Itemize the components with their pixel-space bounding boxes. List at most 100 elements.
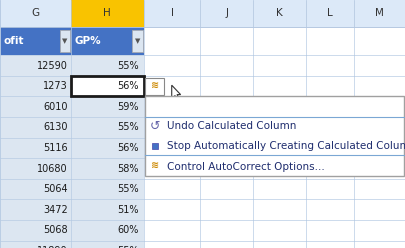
Text: ▼: ▼ xyxy=(135,38,140,44)
Text: 55%: 55% xyxy=(117,122,139,132)
Bar xyxy=(200,55,253,76)
Bar xyxy=(354,55,405,76)
Bar xyxy=(253,117,306,138)
Bar xyxy=(306,179,354,199)
Bar xyxy=(144,220,200,241)
Bar xyxy=(71,138,144,158)
Bar xyxy=(200,117,253,138)
Text: K: K xyxy=(276,8,283,18)
Bar xyxy=(144,0,200,27)
Bar xyxy=(0,96,71,117)
Bar xyxy=(71,179,144,199)
Bar xyxy=(354,220,405,241)
Text: 11890: 11890 xyxy=(37,246,68,248)
Bar xyxy=(0,0,71,27)
Bar xyxy=(306,117,354,138)
Bar xyxy=(200,76,253,96)
Bar xyxy=(0,117,71,138)
Bar xyxy=(0,27,71,55)
Text: ↺: ↺ xyxy=(150,120,160,133)
Bar xyxy=(144,76,200,96)
Text: 55%: 55% xyxy=(117,246,139,248)
Text: ≋: ≋ xyxy=(151,161,159,171)
Bar xyxy=(71,96,144,117)
Bar xyxy=(144,199,200,220)
Bar xyxy=(144,55,200,76)
Bar xyxy=(354,96,405,117)
Bar xyxy=(144,158,200,179)
Bar xyxy=(0,76,71,96)
Bar xyxy=(253,27,306,55)
Bar xyxy=(306,241,354,248)
Bar xyxy=(354,241,405,248)
Bar xyxy=(71,0,144,27)
Bar xyxy=(71,76,144,96)
Text: Stop Automatically Creating Calculated Columns: Stop Automatically Creating Calculated C… xyxy=(167,141,405,151)
Bar xyxy=(306,138,354,158)
Text: 3472: 3472 xyxy=(43,205,68,215)
Bar xyxy=(144,117,200,138)
Bar xyxy=(144,96,200,117)
Bar xyxy=(152,143,158,149)
Bar xyxy=(306,199,354,220)
Bar xyxy=(354,117,405,138)
Bar xyxy=(354,138,405,158)
Bar xyxy=(200,96,253,117)
Bar xyxy=(71,27,144,55)
Text: ofit: ofit xyxy=(3,36,24,46)
Bar xyxy=(306,158,354,179)
Text: 58%: 58% xyxy=(117,163,139,174)
Bar xyxy=(0,241,71,248)
Bar xyxy=(200,138,253,158)
Text: G: G xyxy=(31,8,40,18)
Bar xyxy=(71,76,144,96)
Bar xyxy=(354,27,405,55)
Bar xyxy=(0,158,71,179)
Bar xyxy=(145,96,404,176)
Text: H: H xyxy=(103,8,111,18)
Bar xyxy=(200,27,253,55)
Bar xyxy=(354,179,405,199)
Text: J: J xyxy=(225,8,228,18)
Bar xyxy=(253,179,306,199)
Bar xyxy=(200,158,253,179)
Polygon shape xyxy=(172,85,181,99)
Bar xyxy=(354,199,405,220)
Text: 12590: 12590 xyxy=(37,61,68,71)
Text: I: I xyxy=(171,8,174,18)
Text: 56%: 56% xyxy=(117,81,139,91)
Bar xyxy=(354,158,405,179)
Text: L: L xyxy=(327,8,333,18)
Text: 56%: 56% xyxy=(117,143,139,153)
Bar xyxy=(253,241,306,248)
Bar xyxy=(306,96,354,117)
Bar xyxy=(200,0,253,27)
Text: ≋: ≋ xyxy=(151,81,159,91)
Bar xyxy=(60,30,70,52)
Bar xyxy=(200,220,253,241)
Bar xyxy=(0,179,71,199)
Bar xyxy=(0,220,71,241)
Text: 6010: 6010 xyxy=(43,102,68,112)
Text: 59%: 59% xyxy=(117,102,139,112)
Text: 5116: 5116 xyxy=(43,143,68,153)
Bar xyxy=(71,199,144,220)
Bar xyxy=(71,220,144,241)
Bar xyxy=(253,0,306,27)
Bar xyxy=(253,96,306,117)
Text: Control AutoCorrect Options...: Control AutoCorrect Options... xyxy=(167,162,325,172)
Bar xyxy=(132,30,143,52)
Bar xyxy=(306,55,354,76)
Bar xyxy=(354,76,405,96)
Bar xyxy=(71,55,144,76)
Bar xyxy=(71,117,144,138)
Text: 5068: 5068 xyxy=(43,225,68,235)
Text: 10680: 10680 xyxy=(37,163,68,174)
Text: 51%: 51% xyxy=(117,205,139,215)
Text: GP%: GP% xyxy=(74,36,101,46)
Bar xyxy=(145,78,164,95)
Text: 1273: 1273 xyxy=(43,81,68,91)
Text: 55%: 55% xyxy=(117,61,139,71)
Bar xyxy=(0,199,71,220)
Bar xyxy=(144,179,200,199)
